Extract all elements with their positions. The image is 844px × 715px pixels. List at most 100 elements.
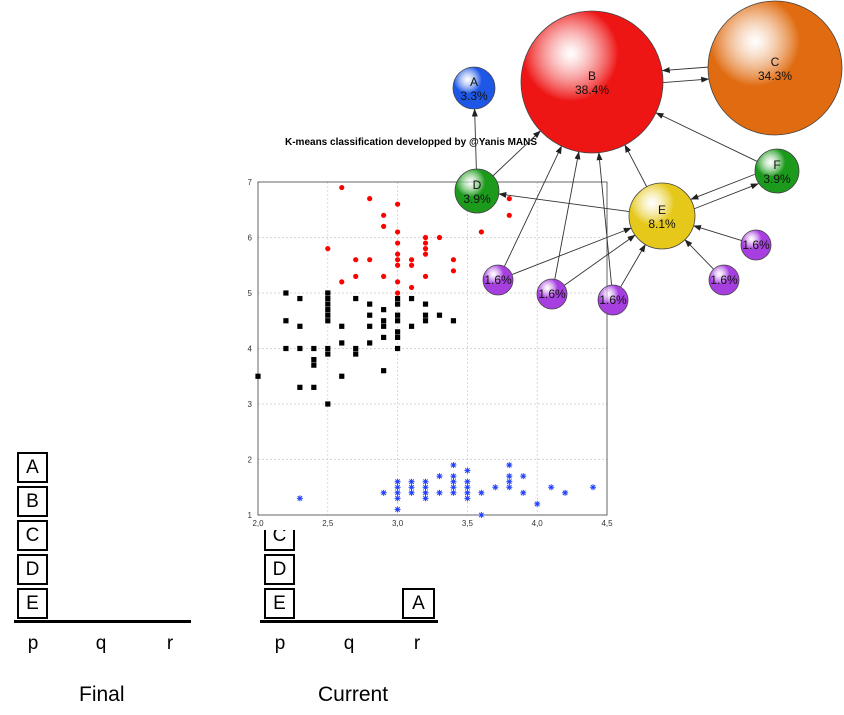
scatter-point-black (311, 362, 317, 368)
scatter-point-red (422, 273, 429, 279)
y-tick-label: 7 (248, 178, 253, 187)
block-a-current: A (402, 588, 435, 619)
cluster-node-circle (754, 148, 800, 194)
scatter-point-blue (450, 473, 457, 480)
scatter-point-red (408, 284, 415, 291)
x-tick-label: 2,5 (322, 519, 334, 528)
scatter-point-blue (380, 489, 387, 496)
scatter-point-blue (548, 484, 555, 491)
scatter-point-black (353, 295, 359, 302)
scatter-point-red (422, 240, 429, 246)
scatter-point-blue (464, 495, 471, 502)
scatter-point-black (395, 301, 401, 307)
cluster-node-circle (707, 0, 843, 136)
scatter-point-black (450, 318, 457, 324)
scatter-point-black (367, 323, 373, 329)
graph-edge-arrow (620, 244, 646, 288)
scatter-point-blue (394, 495, 401, 502)
scatter-point-black (325, 318, 331, 324)
scatter-point-blue (492, 484, 499, 491)
scatter-point-blue (478, 489, 485, 496)
x-tick-label: 3,0 (392, 519, 404, 528)
y-tick-label: 1 (248, 511, 253, 520)
graph-edge-arrow (655, 112, 758, 162)
scatter-point-red (478, 229, 484, 235)
scatter-point-red (395, 229, 401, 235)
cluster-node-percent: 8.1% (648, 217, 676, 231)
graph-edge-arrow (684, 239, 714, 270)
y-tick-label: 3 (248, 400, 253, 409)
scatter-point-black (297, 295, 303, 302)
scatter-point-blue (464, 467, 471, 474)
graph-edge-arrow (694, 183, 759, 210)
scatter-point-black (395, 334, 401, 340)
scatter-point-blue (534, 500, 541, 507)
scatter-point-blue (520, 473, 527, 480)
scatter-point-red (408, 257, 415, 263)
cluster-node-circle (740, 229, 772, 261)
scatter-point-black (422, 312, 429, 318)
scatter-point-blue (422, 495, 429, 502)
scatter-point-black (353, 345, 359, 352)
scatter-point-blue (450, 462, 457, 469)
cluster-node-e: E8.1% (628, 182, 696, 250)
scatter-point-black (353, 351, 359, 357)
scatter-point-red (395, 201, 401, 207)
graph-edge-arrow (624, 144, 648, 187)
scatter-point-black (395, 312, 401, 318)
scatter-point-black (297, 384, 303, 390)
scatter-point-black (395, 295, 401, 302)
scatter-point-black (395, 329, 401, 335)
x-tick-label: 2,0 (252, 519, 264, 528)
block-d-current: D (264, 554, 295, 585)
scatter-point-black (381, 323, 387, 329)
y-tick-label: 5 (248, 289, 253, 298)
cluster-node-circle (452, 66, 496, 110)
scatter-point-black (325, 312, 331, 318)
cluster-node-id: B (588, 69, 596, 83)
chart-points (255, 184, 597, 518)
scatter-point-blue (506, 478, 513, 485)
cluster-node-id: E (658, 203, 666, 217)
scatter-point-red (353, 257, 359, 263)
scatter-point-black (381, 318, 387, 324)
scatter-point-red (325, 246, 331, 252)
chart-grid (257, 181, 608, 516)
scatter-point-red (422, 246, 429, 252)
cluster-node-id: A (470, 75, 478, 89)
scatter-point-red (450, 268, 457, 274)
scatter-point-blue (450, 484, 457, 491)
scatter-point-black (325, 295, 331, 302)
scatter-point-black (311, 345, 317, 352)
block-e-final: E (17, 588, 48, 619)
scatter-point-black (325, 290, 331, 296)
block-a-final: A (17, 452, 48, 483)
scatter-point-red (422, 251, 429, 257)
peg-r-final: r (166, 633, 174, 654)
scatter-point-red (381, 223, 387, 229)
scatter-point-blue (506, 484, 513, 491)
scatter-point-blue (394, 484, 401, 491)
scatter-point-red (353, 273, 359, 279)
x-tick-label: 3,5 (462, 519, 474, 528)
scatter-point-black (339, 373, 345, 379)
y-tick-label: 2 (248, 456, 253, 465)
block-e-current: E (264, 588, 295, 619)
scatter-point-black (325, 301, 331, 307)
scatter-point-blue (520, 489, 527, 496)
scatter-point-red (367, 196, 373, 202)
scatter-point-black (408, 323, 415, 329)
scatter-point-red (436, 234, 443, 241)
scatter-point-black (325, 345, 331, 352)
scatter-point-black (367, 340, 373, 346)
cluster-node-percent: 3.9% (763, 172, 791, 186)
chart-title: K-means classification developped by @Ya… (285, 137, 538, 148)
scatter-point-black (283, 318, 289, 324)
scatter-point-black (325, 307, 331, 313)
block-d-final: D (17, 554, 48, 585)
peg-r-current: r (413, 633, 421, 654)
scatter-point-black (311, 357, 317, 363)
scatter-point-red (395, 290, 401, 296)
scatter-point-blue (590, 484, 597, 491)
cluster-node-small: 1.6% (708, 264, 740, 296)
